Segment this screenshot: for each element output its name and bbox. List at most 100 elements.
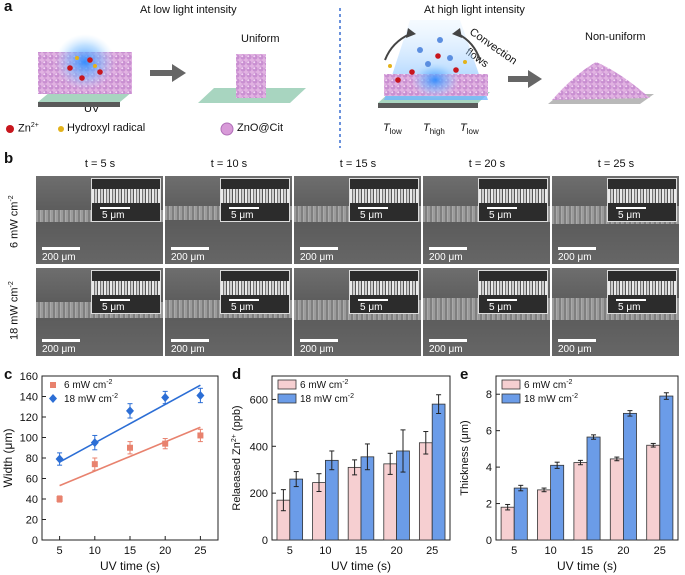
x-tick-label: 5 [511, 545, 517, 557]
t-low-left: Tlow [383, 122, 402, 137]
inset-scale-label: 5 μm [231, 210, 254, 221]
bar [646, 444, 661, 541]
x-axis-label: UV time (s) [557, 559, 617, 573]
main-scale-label: 200 μm [558, 252, 592, 263]
bar [418, 442, 433, 541]
arrow-right-icon [150, 64, 186, 82]
right-substrate-block [378, 20, 490, 108]
main-scale-label: 200 μm [171, 252, 205, 263]
thickness-bar-chart: 5 10 15 20 25 0 2 4 6 8 UV time (s) Thickness (μm) 6… [459, 375, 679, 573]
col-title-25s: t = 25 s [597, 158, 635, 170]
inset-scale-label: 5 μm [618, 302, 641, 313]
sem-image: 5 μm 200 μm [552, 176, 679, 264]
y-tick-label: 0 [32, 535, 38, 547]
t-low-right: Tlow [460, 122, 479, 137]
legend-marker [50, 382, 56, 388]
legend-swatch [501, 379, 521, 390]
high-intensity-title: At high light intensity [424, 4, 525, 16]
legend-label: 6 mW cm-2 [524, 379, 573, 391]
inset-scale-label: 5 μm [231, 302, 254, 313]
main-scale-bar [300, 339, 338, 342]
y-tick-label: 120 [20, 412, 38, 424]
col-title-5s: t = 5 s [84, 158, 116, 170]
inset-scale-label: 5 μm [360, 302, 383, 313]
y-tick-label: 8 [486, 389, 492, 401]
data-point [161, 393, 170, 403]
x-tick-label: 15 [581, 545, 593, 557]
main-scale-bar [171, 247, 209, 250]
data-point [196, 390, 205, 400]
main-scale-label: 200 μm [429, 252, 463, 263]
data-point [91, 461, 98, 468]
inset-scale-bar [487, 299, 517, 301]
sem-image: 5 μm 200 μm [36, 268, 163, 356]
legend-swatch [277, 393, 297, 404]
y-axis-label: Width (μm) [1, 429, 15, 488]
x-axis-label: UV time (s) [100, 559, 160, 573]
bar [500, 506, 515, 541]
x-tick-label: 25 [426, 545, 438, 557]
y-axis-label: Thickness (μm) [459, 420, 471, 495]
x-axis-label: UV time (s) [331, 559, 391, 573]
sem-inset: 5 μm [349, 178, 419, 222]
panel-c-label: c [4, 366, 13, 383]
x-tick-label: 20 [617, 545, 629, 557]
inset-scale-bar [100, 207, 130, 209]
y-tick-label: 200 [250, 488, 268, 500]
sem-inset: 5 μm [607, 270, 677, 314]
main-scale-label: 200 μm [300, 252, 334, 263]
sem-inset: 5 μm [607, 178, 677, 222]
sem-image: 5 μm 200 μm [165, 176, 292, 264]
y-tick-label: 40 [26, 494, 38, 506]
sem-image: 5 μm 200 μm [423, 176, 550, 264]
inset-scale-bar [487, 207, 517, 209]
sem-image: 5 μm 200 μm [423, 268, 550, 356]
main-scale-bar [429, 247, 467, 250]
sem-inset: 5 μm [220, 270, 290, 314]
bar [383, 463, 397, 541]
arrow-right-icon-2 [508, 70, 542, 88]
y-tick-label: 100 [20, 433, 38, 445]
fit-line [59, 384, 201, 463]
legend-label: 18 mW cm-2 [300, 393, 354, 405]
y-tick-label: 0 [486, 535, 492, 547]
legend-label: 6 mW cm-2 [64, 379, 113, 391]
bar [289, 478, 304, 541]
y-tick-label: 140 [20, 392, 38, 404]
col-title-20s: t = 20 s [468, 158, 506, 170]
data-point [56, 496, 63, 502]
bar [573, 462, 588, 541]
y-tick-label: 600 [250, 394, 268, 406]
x-tick-label: 25 [194, 545, 206, 557]
inset-scale-label: 5 μm [360, 210, 383, 221]
inset-scale-label: 5 μm [489, 302, 512, 313]
legend-label: 18 mW cm-2 [64, 393, 118, 405]
legend-swatch [277, 379, 297, 390]
main-scale-label: 200 μm [300, 344, 334, 355]
legend-marker [49, 394, 57, 403]
col-title-15s: t = 15 s [339, 158, 377, 170]
bar [550, 464, 565, 541]
sem-inset: 5 μm [91, 270, 161, 314]
main-scale-bar [429, 339, 467, 342]
hydroxyl-legend-dot [58, 126, 64, 132]
inset-scale-bar [229, 207, 259, 209]
col-title-10s: t = 10 s [210, 158, 248, 170]
bar [609, 458, 624, 541]
y-tick-label: 0 [262, 535, 268, 547]
row-label-18mw: 18 mW cm-2 [8, 281, 21, 340]
main-scale-label: 200 μm [558, 344, 592, 355]
zn-legend-text: Zn2+ [18, 122, 39, 135]
t-high: Thigh [423, 122, 445, 137]
main-scale-bar [171, 339, 209, 342]
main-scale-label: 200 μm [42, 252, 76, 263]
hydroxyl-legend-text: Hydroxyl radical [67, 122, 146, 134]
y-tick-label: 2 [486, 499, 492, 511]
legend-swatch [501, 393, 521, 404]
x-tick-label: 25 [654, 545, 666, 557]
inset-scale-bar [100, 299, 130, 301]
data-point [90, 438, 99, 448]
schematic-diagram [6, 8, 654, 148]
data-point [55, 454, 64, 464]
sem-image: 5 μm 200 μm [165, 268, 292, 356]
